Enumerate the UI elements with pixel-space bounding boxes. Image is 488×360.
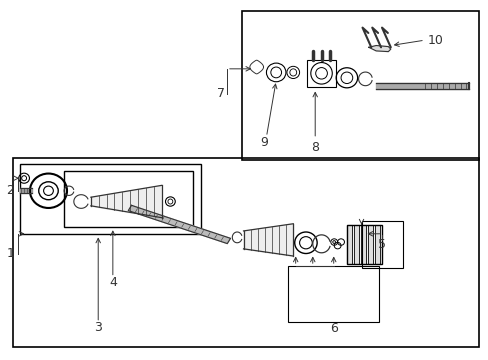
- Bar: [242, 12, 478, 160]
- Bar: [360, 225, 365, 264]
- Text: 8: 8: [310, 141, 319, 154]
- Text: 9: 9: [260, 136, 267, 149]
- Bar: [20, 164, 200, 234]
- Bar: [346, 225, 381, 264]
- Text: 1: 1: [6, 247, 14, 260]
- Bar: [346, 225, 351, 264]
- Text: 2: 2: [6, 184, 14, 197]
- Bar: [367, 225, 372, 264]
- Text: 6: 6: [329, 322, 337, 335]
- Ellipse shape: [332, 240, 335, 243]
- Bar: [374, 225, 379, 264]
- Bar: [64, 171, 193, 226]
- Bar: [353, 225, 358, 264]
- Text: 3: 3: [94, 320, 102, 333]
- Text: 5: 5: [378, 238, 386, 251]
- Bar: [13, 158, 478, 347]
- Bar: [306, 60, 335, 87]
- Text: 4: 4: [109, 276, 117, 289]
- Polygon shape: [128, 205, 230, 244]
- Bar: [288, 266, 378, 321]
- Text: 7: 7: [217, 87, 224, 100]
- Text: 10: 10: [427, 33, 442, 47]
- Bar: [361, 221, 402, 268]
- Polygon shape: [368, 45, 390, 51]
